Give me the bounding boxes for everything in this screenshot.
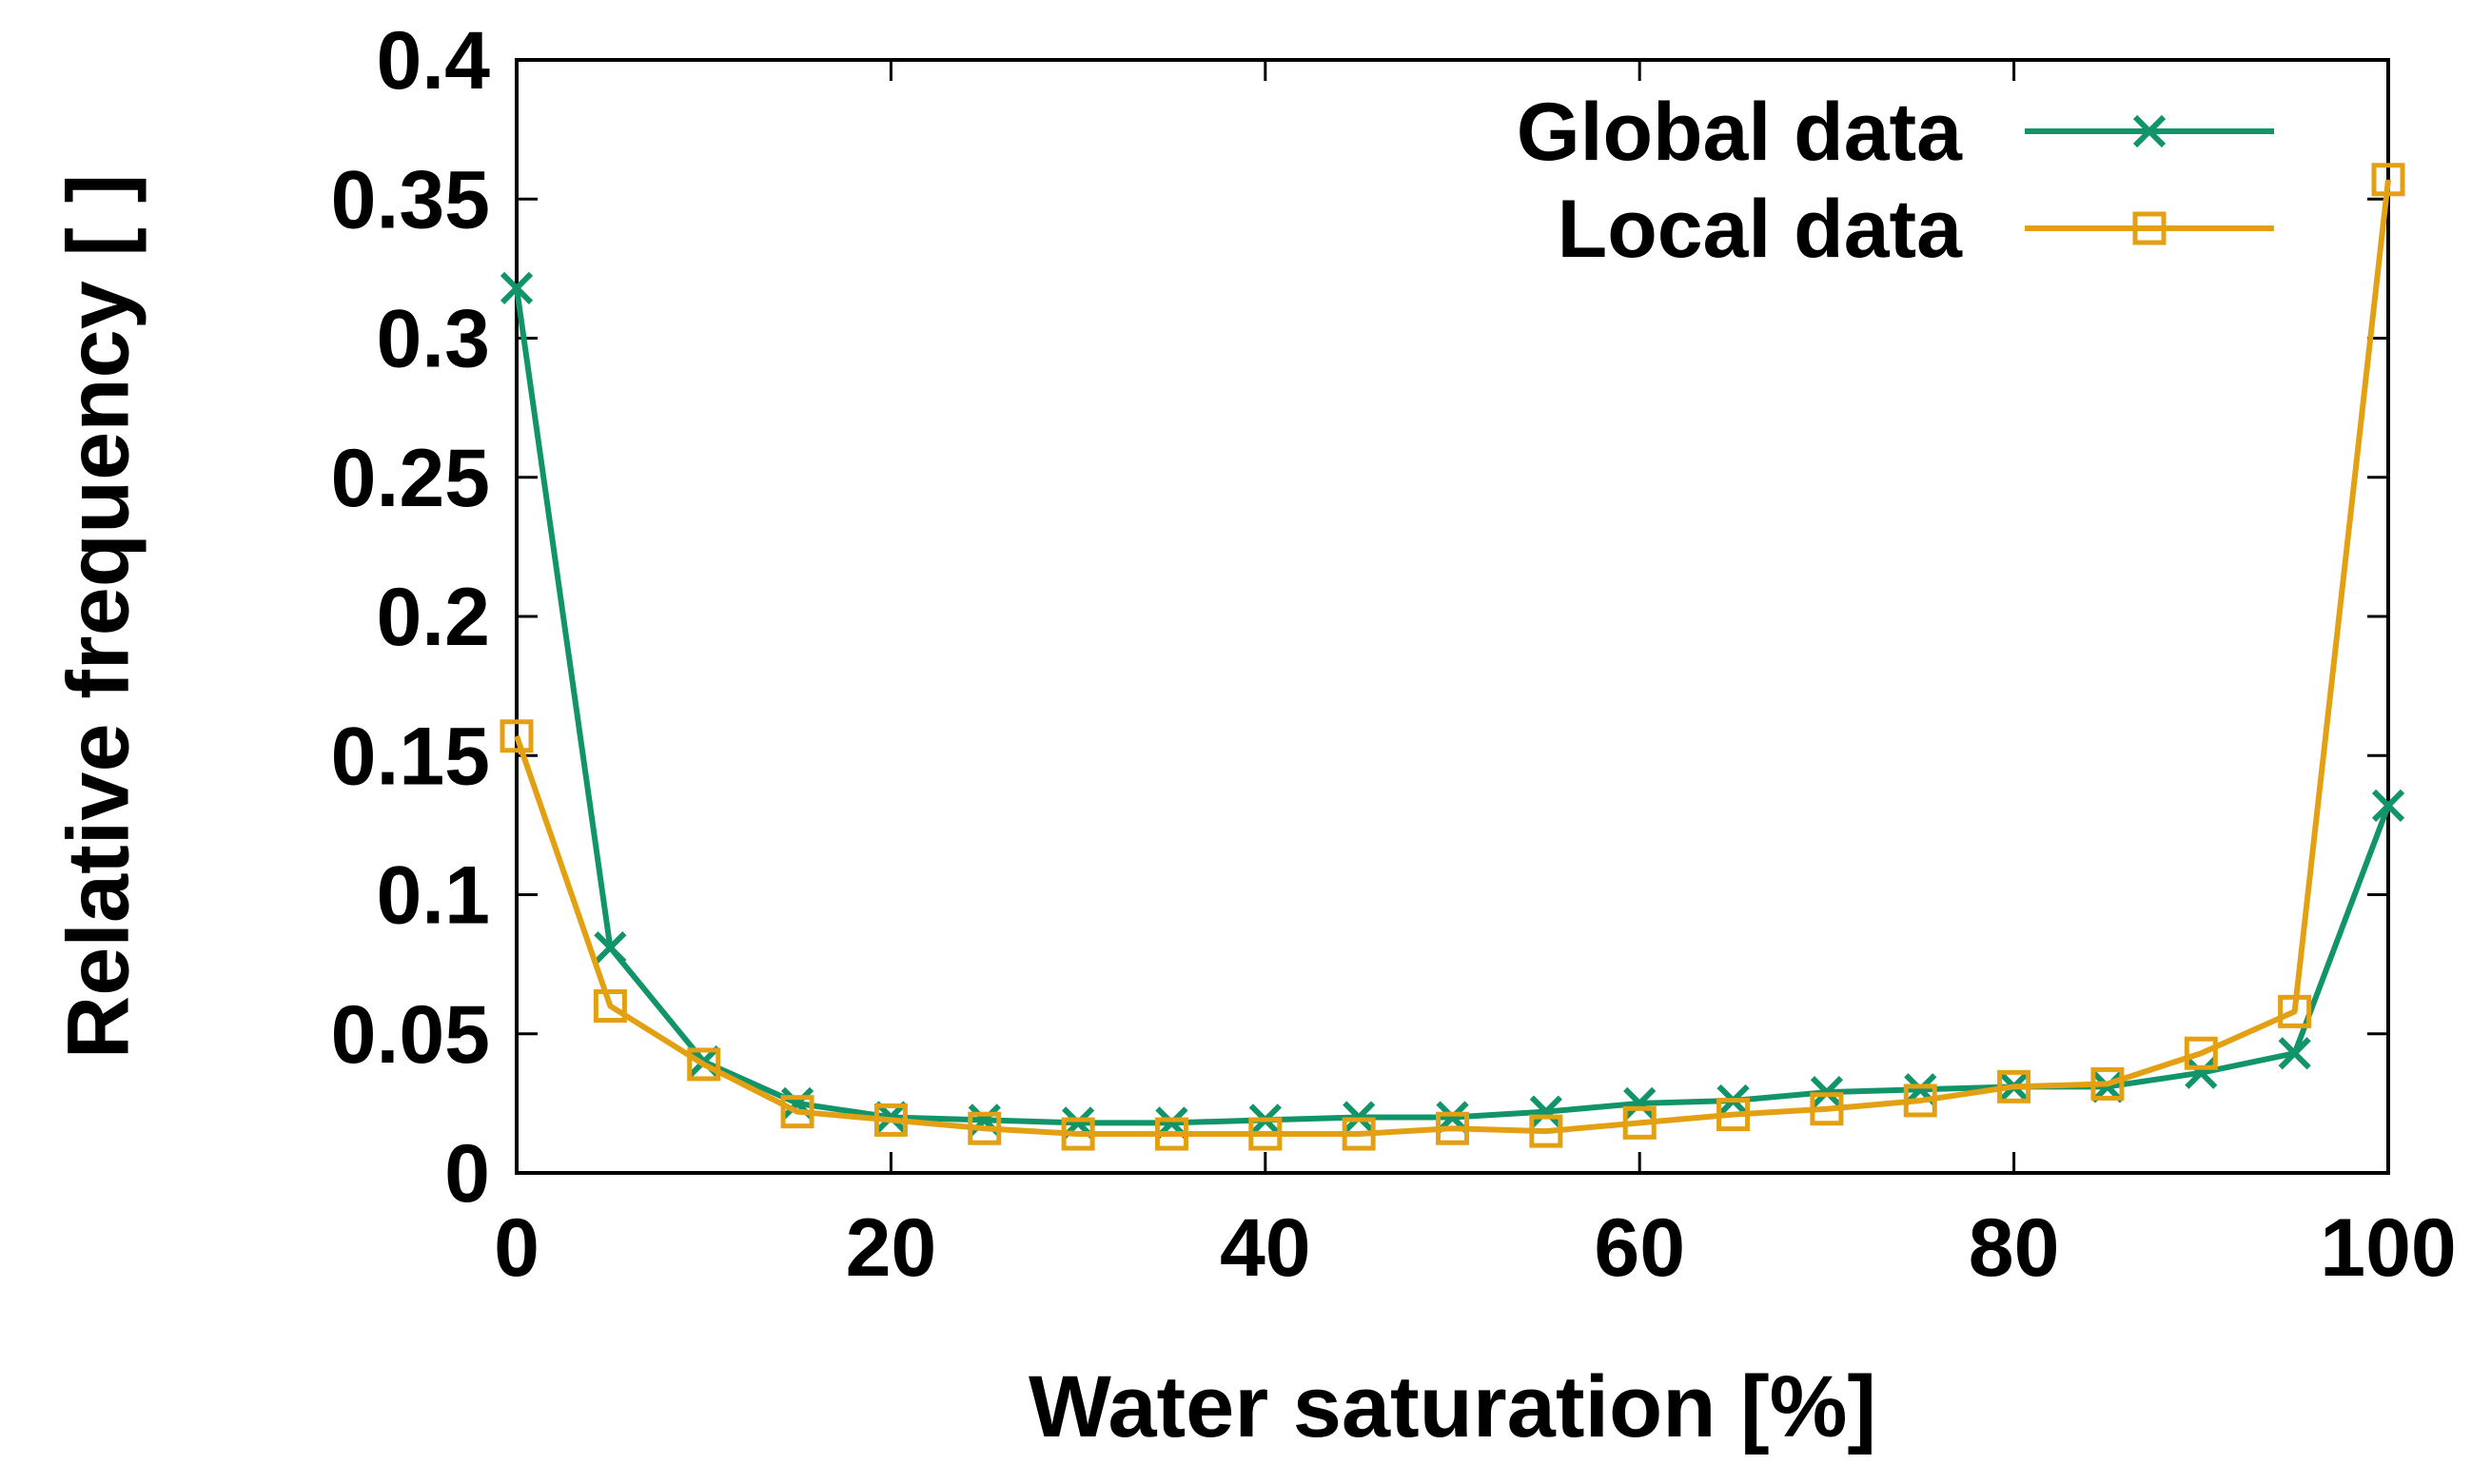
y-tick-label: 0.1 [376,850,490,942]
data-point [594,930,627,965]
legend-label: Global data [1517,87,1963,178]
data-point [1529,1114,1563,1148]
x-tick-label: 40 [1220,1202,1311,1294]
x-axis-title: Water saturation [%] [1029,1358,1876,1455]
series-line [514,179,2391,1138]
y-axis: 0 0.05 0.1 0.15 0.2 0.25 0.3 0.35 0.4 [331,15,2388,1220]
y-tick-label: 0.35 [331,154,490,245]
data-point [1903,1084,1937,1118]
series-local-data [500,163,2405,1151]
data-point [2278,1037,2311,1070]
data-point [500,719,534,753]
data-point [1810,1076,1844,1109]
data-point [2090,1066,2125,1101]
y-tick-label: 0 [444,1128,490,1220]
data-point [1436,1111,1469,1145]
y-tick-label: 0.3 [376,294,490,385]
x-tick-label: 80 [1969,1202,2060,1294]
series-layer [500,163,2405,1151]
data-point [2184,1036,2218,1070]
data-point [500,271,534,304]
legend-entry: Global data [1517,87,2274,178]
data-point [2371,163,2405,197]
x-tick-label: 0 [494,1202,539,1294]
data-point [1622,1105,1657,1140]
data-point [1248,1117,1283,1151]
y-tick-label: 0.2 [376,572,490,663]
x-tick-label: 60 [1594,1202,1685,1294]
data-point [1997,1069,2031,1103]
data-point [2278,994,2312,1028]
data-point [2371,789,2405,823]
legend-entry: Local data [1558,184,2274,275]
y-tick-label: 0.4 [376,15,490,107]
data-point [2185,1056,2218,1089]
legend-marker [2132,114,2167,148]
data-point [593,989,627,1023]
data-point [1810,1092,1844,1126]
x-tick-label: 100 [2320,1202,2457,1294]
data-point [1716,1098,1751,1132]
data-point [1061,1117,1095,1151]
legend-marker [2132,211,2167,245]
data-point [1343,1101,1376,1134]
x-tick-label: 20 [846,1202,937,1294]
y-tick-label: 0.05 [331,989,490,1081]
data-point [1154,1117,1188,1151]
y-tick-label: 0.15 [331,711,490,802]
data-point [1623,1086,1657,1120]
data-point [873,1103,908,1137]
data-point [780,1095,814,1129]
data-point [687,1047,721,1082]
y-tick-label: 0.25 [331,433,490,524]
legend-label: Local data [1558,184,1964,275]
data-point [968,1111,1002,1145]
data-point [1342,1117,1376,1151]
y-axis-title: Relative frequency [ ] [49,174,147,1060]
x-axis: 0 20 40 60 80 100 [494,60,2457,1294]
data-point [1529,1095,1562,1128]
